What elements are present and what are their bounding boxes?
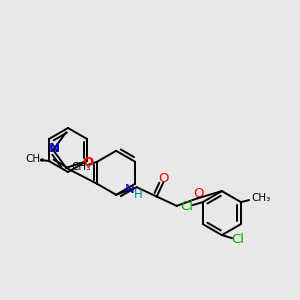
Text: N: N	[49, 142, 60, 155]
Text: N: N	[125, 183, 135, 196]
Text: O: O	[82, 157, 94, 169]
Text: O: O	[193, 187, 204, 200]
Text: H: H	[134, 188, 142, 201]
Text: Cl: Cl	[231, 232, 244, 246]
Text: CH₃: CH₃	[71, 162, 91, 172]
Text: Cl: Cl	[180, 200, 193, 213]
Text: CH₃: CH₃	[25, 154, 45, 164]
Text: CH₃: CH₃	[251, 193, 270, 203]
Text: O: O	[158, 172, 169, 184]
